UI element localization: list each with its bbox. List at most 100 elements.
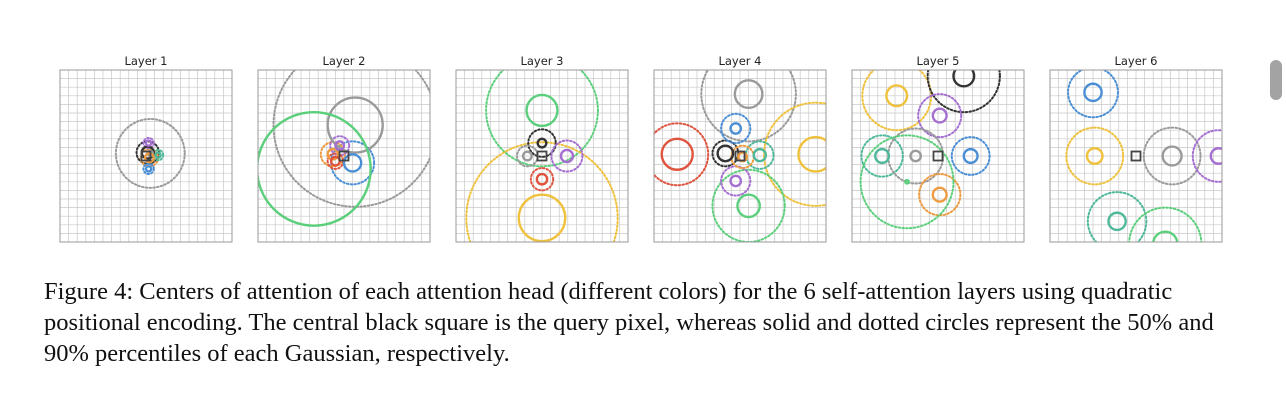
head-gray-50-circle xyxy=(326,96,384,154)
panel-grid xyxy=(1050,70,1222,242)
head-yellow-90-circle xyxy=(465,141,619,242)
head-orange-90-circle xyxy=(918,173,962,217)
query-pixel-marker xyxy=(1130,150,1142,162)
head-gray-90-circle xyxy=(114,118,186,189)
head-purple-50-circle xyxy=(1209,147,1222,165)
head-yellow-50-circle xyxy=(1085,147,1104,165)
panel-heads xyxy=(465,70,619,242)
head-teal-50-circle xyxy=(1107,211,1127,232)
head-black-50-circle xyxy=(536,137,548,149)
head-orange-50-circle xyxy=(143,152,155,164)
panel-frame xyxy=(455,69,629,243)
panel-frame xyxy=(653,69,827,243)
head-blue-90-circle xyxy=(950,136,991,176)
head-purple-90-circle xyxy=(917,93,963,139)
head-green-50-circle xyxy=(1152,230,1179,242)
head-teal-50-circle xyxy=(874,147,891,165)
query-pixel-marker xyxy=(536,150,548,162)
head-blue-90-circle xyxy=(142,162,155,176)
head-gray-50-circle xyxy=(1161,145,1183,167)
panel-grid xyxy=(258,70,430,242)
head-blue-90-circle xyxy=(720,112,752,145)
figure-caption: Figure 4: Centers of attention of each a… xyxy=(44,278,1214,367)
head-green-50-circle xyxy=(904,178,910,185)
head-green-50-circle xyxy=(736,193,761,219)
head-black-90-circle xyxy=(926,70,1001,114)
panel-title: Layer 1 xyxy=(124,54,167,68)
scrollbar-thumb[interactable] xyxy=(1270,60,1282,100)
head-teal-50-circle xyxy=(154,151,162,159)
head-gray-50-circle xyxy=(909,149,923,163)
panel-layer-3: Layer 3 xyxy=(455,54,629,243)
panel-layer-2: Layer 2 xyxy=(257,54,431,243)
panel-title: Layer 2 xyxy=(322,54,365,68)
head-blue-50-circle xyxy=(342,153,363,173)
panel-frame xyxy=(59,69,233,243)
head-red-90-circle xyxy=(529,167,555,192)
head-black-90-circle xyxy=(711,139,740,168)
head-green-90-circle xyxy=(859,134,955,230)
panel-layer-6: Layer 6 xyxy=(1049,54,1223,243)
head-black-50-circle xyxy=(952,70,976,88)
head-black-90-circle xyxy=(527,128,557,158)
panel-layer-1: Layer 1 xyxy=(59,54,233,243)
head-purple-50-circle xyxy=(559,148,575,164)
head-black-50-circle xyxy=(716,144,735,163)
head-gray-90-circle xyxy=(272,70,430,208)
query-pixel-marker xyxy=(734,150,746,162)
panel-heads xyxy=(258,70,430,227)
panel-heads xyxy=(859,70,1001,230)
panel-heads xyxy=(114,118,186,189)
head-blue-50-circle xyxy=(1083,82,1103,103)
head-red-90-circle xyxy=(654,122,710,187)
panel-frame xyxy=(851,69,1025,243)
head-purple-50-circle xyxy=(729,174,743,188)
head-orange-50-circle xyxy=(931,186,948,203)
head-red-50-circle xyxy=(660,137,694,171)
panel-heads xyxy=(1065,70,1222,242)
head-teal-50-circle xyxy=(752,147,768,163)
head-yellow-50-circle xyxy=(517,193,567,242)
head-purple-50-circle xyxy=(334,140,346,152)
head-purple-90-circle xyxy=(1191,129,1222,183)
head-yellow-50-circle xyxy=(885,84,909,108)
head-purple-90-circle xyxy=(142,136,155,150)
head-yellow-90-circle xyxy=(1065,126,1125,186)
head-red-50-circle xyxy=(535,172,549,186)
head-purple-90-circle xyxy=(550,139,584,173)
panel-frame xyxy=(1049,69,1223,243)
head-purple-50-circle xyxy=(144,139,153,147)
head-green-50-circle xyxy=(525,93,559,128)
panel-title: Layer 6 xyxy=(1114,54,1157,68)
panel-title: Layer 5 xyxy=(916,54,959,68)
head-blue-90-circle xyxy=(1067,70,1119,119)
head-gray-50-circle xyxy=(733,79,764,110)
head-green-90-circle xyxy=(485,70,599,168)
panel-frame xyxy=(257,69,431,243)
panel-grid xyxy=(654,70,826,242)
query-pixel-marker xyxy=(338,150,350,162)
head-green-50-circle xyxy=(258,110,372,227)
query-pixel-marker xyxy=(140,150,152,162)
head-blue-50-circle xyxy=(962,147,979,165)
head-green-90-circle xyxy=(711,168,786,242)
head-yellow-90-circle xyxy=(763,101,826,207)
head-orange-50-circle xyxy=(326,147,340,161)
head-teal-90-circle xyxy=(1086,191,1148,242)
head-gray-50-circle xyxy=(521,150,533,162)
query-pixel-marker xyxy=(932,150,944,162)
head-blue-50-circle xyxy=(729,122,743,135)
panel-layer-5: Layer 5 xyxy=(851,54,1025,243)
panel-title: Layer 3 xyxy=(520,54,563,68)
panel-heads xyxy=(654,70,826,242)
head-teal-90-circle xyxy=(860,134,904,178)
panel-title: Layer 4 xyxy=(718,54,761,68)
head-blue-50-circle xyxy=(144,165,153,173)
panel-grid xyxy=(852,70,1024,242)
head-gray-90-circle xyxy=(1142,126,1202,186)
head-yellow-50-circle xyxy=(797,135,826,173)
panel-layer-4: Layer 4 xyxy=(653,54,827,243)
head-purple-50-circle xyxy=(931,107,948,124)
head-gray-90-circle xyxy=(700,70,797,143)
